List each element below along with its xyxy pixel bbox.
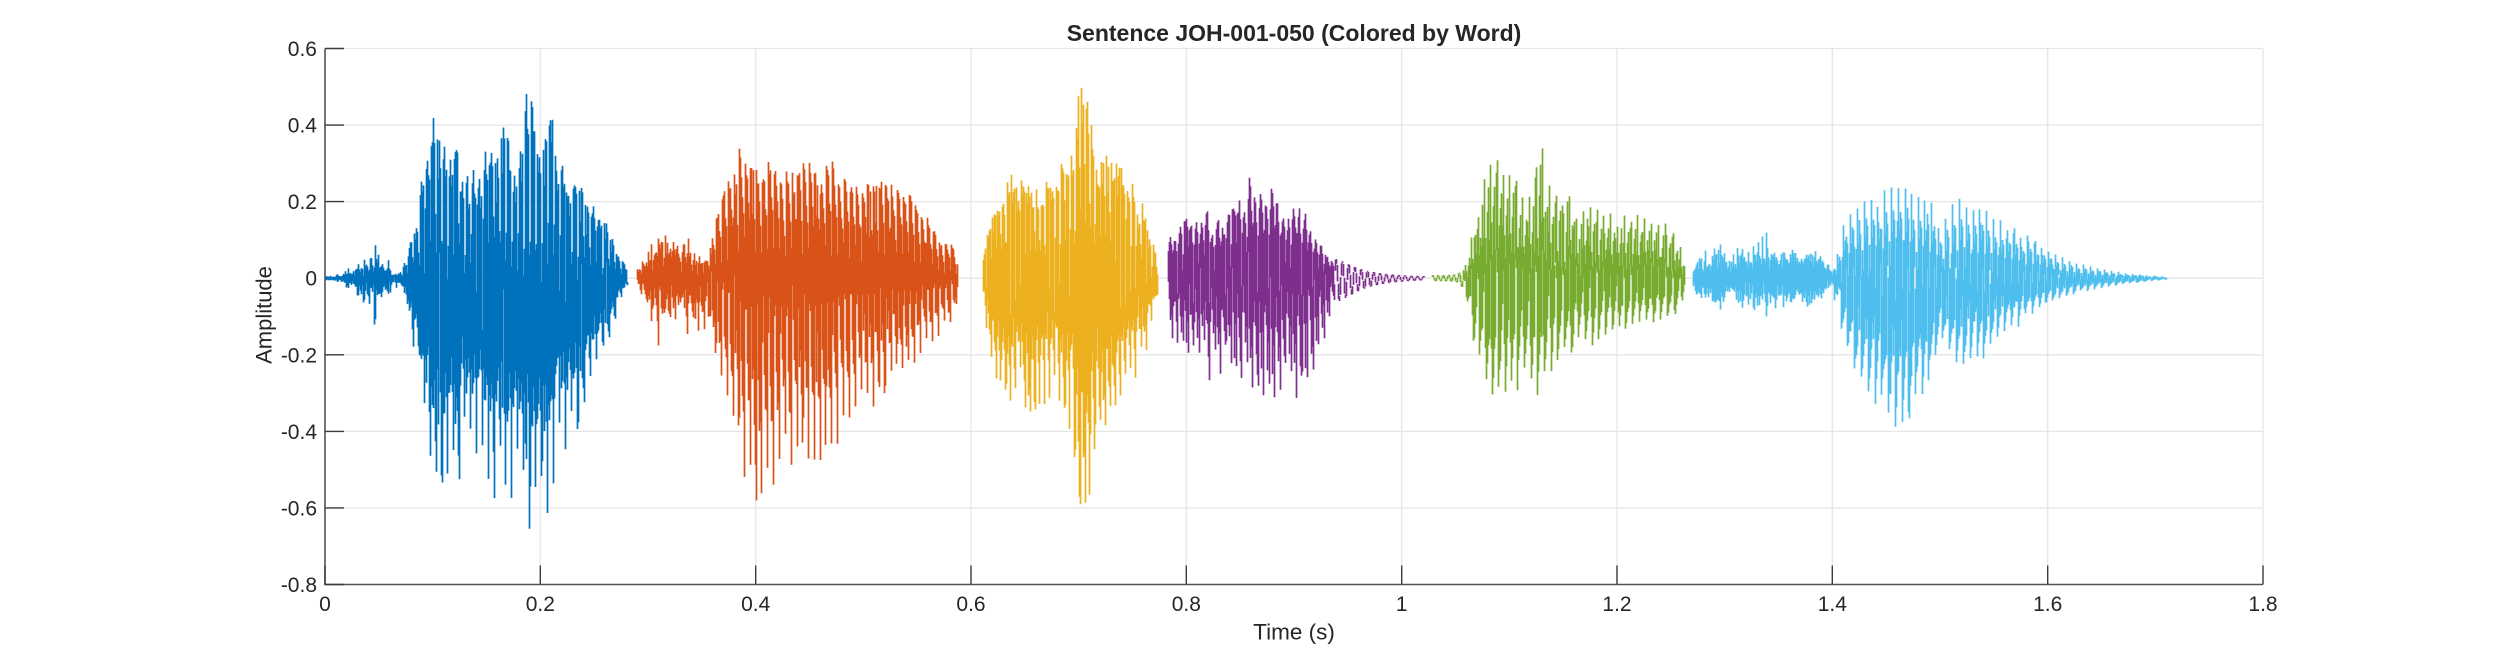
svg-text:0.4: 0.4: [741, 593, 771, 616]
svg-text:0.8: 0.8: [1172, 593, 1201, 616]
svg-text:0.2: 0.2: [288, 191, 317, 214]
svg-text:1: 1: [1396, 593, 1408, 616]
svg-text:-0.6: -0.6: [281, 497, 317, 520]
svg-text:0.2: 0.2: [526, 593, 555, 616]
svg-text:0: 0: [319, 593, 331, 616]
svg-text:0: 0: [305, 268, 317, 291]
svg-text:1.2: 1.2: [1602, 593, 1631, 616]
svg-text:0.6: 0.6: [956, 593, 985, 616]
svg-text:1.4: 1.4: [1818, 593, 1848, 616]
svg-text:-0.2: -0.2: [281, 344, 317, 367]
svg-text:Sentence JOH-001-050 (Colored: Sentence JOH-001-050 (Colored by Word): [1067, 20, 1522, 46]
svg-text:-0.4: -0.4: [281, 421, 318, 444]
svg-text:1.8: 1.8: [2248, 593, 2277, 616]
svg-text:0.6: 0.6: [288, 38, 317, 61]
svg-text:0.4: 0.4: [288, 115, 318, 138]
svg-text:Time (s): Time (s): [1253, 620, 1335, 645]
svg-text:1.6: 1.6: [2033, 593, 2062, 616]
svg-text:Amplitude: Amplitude: [252, 266, 277, 364]
svg-text:-0.8: -0.8: [281, 574, 317, 597]
